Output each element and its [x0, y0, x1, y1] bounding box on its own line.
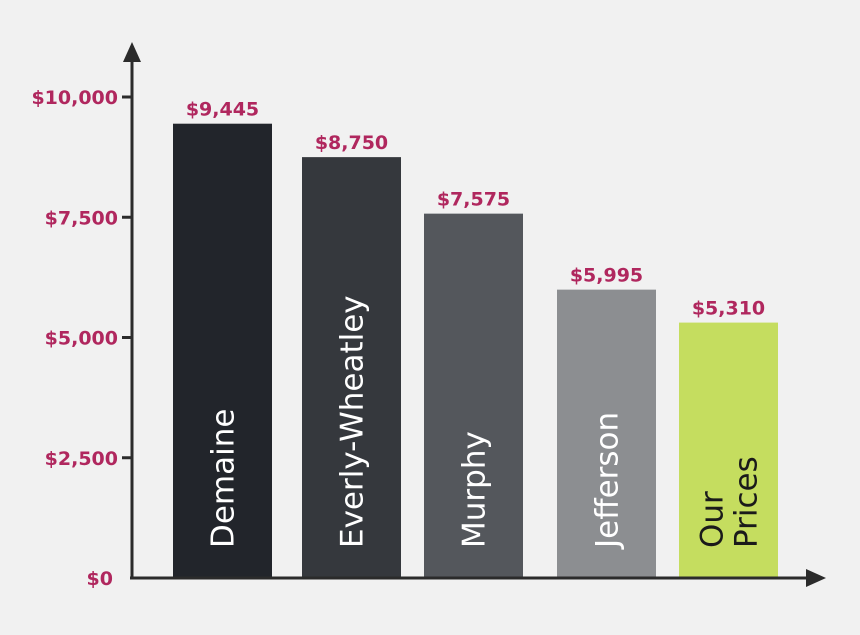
y-axis-arrow — [123, 42, 141, 62]
bar — [173, 123, 272, 579]
bar-group: $5,310 OurPrices — [679, 298, 778, 578]
category-label: OurPrices — [695, 456, 765, 548]
bar — [424, 213, 523, 578]
value-label: $5,310 — [692, 298, 765, 320]
category-label-line: Everly-Wheatley — [335, 295, 371, 548]
y-tick-label: $0 — [87, 568, 113, 590]
category-label-line: Prices — [729, 456, 765, 548]
category-label: Jefferson — [590, 412, 626, 550]
bars: $9,445 Demaine $8,750 Everly-Wheatley $7,575… — [173, 99, 778, 579]
bar-group: $9,445 Demaine — [173, 99, 272, 579]
category-label: Everly-Wheatley — [335, 295, 371, 548]
y-ticks: $0 $2,500 $5,000 $7,500 $10,000 — [31, 87, 132, 590]
category-label-line: Demaine — [206, 409, 242, 548]
bar-group: $8,750 Everly-Wheatley — [302, 132, 401, 578]
bar-group: $5,995 Jefferson — [557, 265, 656, 578]
bar — [557, 289, 656, 578]
value-label: $7,575 — [437, 189, 510, 211]
x-axis-arrow — [806, 569, 826, 587]
category-label-line: Murphy — [457, 431, 493, 548]
axes — [123, 42, 826, 587]
bar — [302, 157, 401, 578]
y-tick-label: $10,000 — [31, 87, 118, 109]
y-tick-label: $2,500 — [45, 448, 118, 470]
category-label: Murphy — [457, 431, 493, 548]
y-tick-label: $5,000 — [45, 328, 118, 350]
bar — [679, 322, 778, 578]
category-label-line: Our — [695, 491, 731, 548]
category-label: Demaine — [206, 409, 242, 548]
bar-group: $7,575 Murphy — [424, 189, 523, 578]
y-tick-label: $7,500 — [45, 207, 118, 229]
category-label-line: Jefferson — [590, 412, 626, 550]
value-label: $5,995 — [570, 265, 643, 287]
value-label: $9,445 — [186, 99, 259, 121]
value-label: $8,750 — [315, 132, 388, 154]
